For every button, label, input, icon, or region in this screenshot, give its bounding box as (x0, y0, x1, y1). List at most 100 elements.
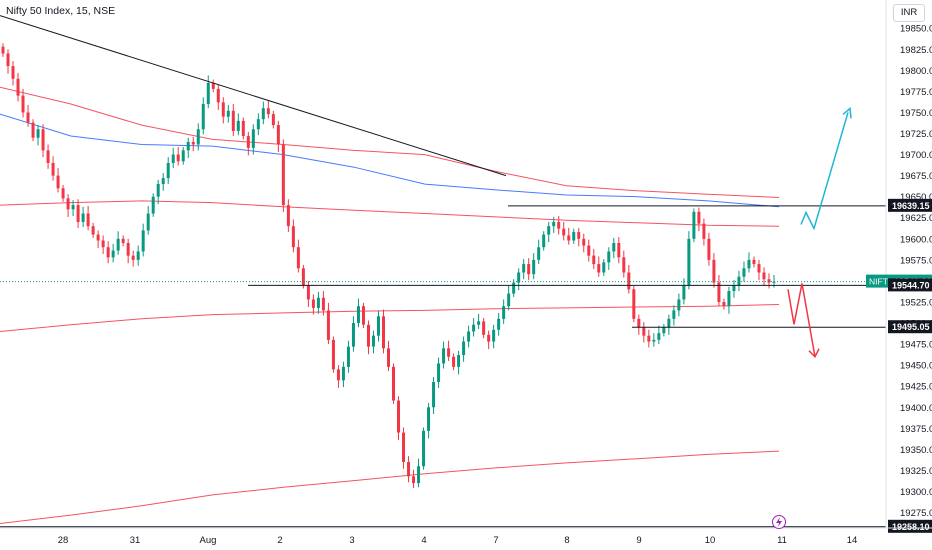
candle-body (161, 178, 165, 185)
candle-body (191, 141, 195, 145)
candle-body (361, 306, 365, 325)
candle-body (206, 82, 210, 105)
candle-body (126, 243, 130, 256)
price-axis: 19850.00 19825.00 19800.00 19775.00 19750.00… (866, 0, 932, 550)
candle-body (592, 255, 596, 265)
symbol-tag-label: NIFTY (869, 277, 894, 287)
candle-body (762, 272, 766, 280)
level-tag-label: 19544.70 (892, 280, 930, 290)
x-tick-label: 7 (493, 535, 498, 546)
y-tick-label: 19825.00 (900, 45, 932, 56)
candle-body (101, 240, 105, 248)
candle-body (106, 247, 110, 258)
candle-body (717, 282, 721, 302)
y-tick-label: 19425.00 (900, 382, 932, 393)
candle-body (537, 247, 541, 260)
x-tick-label: 8 (564, 535, 569, 546)
candle-body (381, 316, 385, 349)
candle-body (376, 316, 380, 336)
candle-body (442, 348, 446, 364)
candle-body (221, 102, 225, 117)
candle-body (306, 285, 310, 300)
candle-body (412, 476, 416, 484)
candle-body (326, 310, 330, 340)
candle-body (497, 318, 501, 330)
currency-button[interactable]: INR (893, 4, 925, 22)
candle-body (402, 432, 406, 463)
candle-body (687, 238, 691, 286)
candle-body (131, 255, 135, 260)
candle-body (582, 238, 586, 246)
level-tag-label: 19258.10 (892, 522, 930, 532)
candle-body (11, 66, 15, 79)
candle-body (677, 299, 681, 311)
candle-body (397, 400, 401, 433)
x-tick-label: 9 (636, 535, 641, 546)
time-axis: 28 31 Aug 2 3 4 7 8 9 10 11 14 (0, 527, 932, 546)
candle-body (26, 112, 30, 123)
candle-body (296, 247, 300, 269)
candle-body (472, 324, 476, 332)
candle-body (627, 272, 631, 290)
candle-body (241, 120, 245, 137)
candle-body (727, 291, 731, 307)
candle-body (652, 339, 656, 342)
candle-body (46, 150, 50, 163)
candle-body (301, 268, 305, 286)
chart-title: Nifty 50 Index, 15, NSE (6, 5, 116, 17)
candle-body (662, 327, 666, 334)
x-tick-label: 2 (277, 535, 282, 546)
projection-down (787, 283, 816, 357)
candle-body (141, 230, 145, 252)
ma-line (0, 450, 780, 524)
candle-body (321, 297, 325, 311)
y-tick-label: 19625.00 (900, 213, 932, 224)
candle-body (261, 108, 265, 120)
y-tick-label: 19775.00 (900, 87, 932, 98)
candle-body (311, 299, 315, 308)
candle-body (96, 234, 100, 241)
candle-body (211, 82, 215, 89)
y-tick-label: 19575.00 (900, 255, 932, 266)
x-tick-label: 4 (421, 535, 426, 546)
x-tick-label: Aug (200, 535, 217, 546)
candle-body (417, 466, 421, 484)
y-tick-label: 19325.00 (900, 466, 932, 477)
candle-body (196, 129, 200, 145)
y-tick-label: 19400.00 (900, 403, 932, 414)
candle-body (572, 232, 576, 241)
candle-body (36, 129, 40, 138)
candle-body (507, 293, 511, 307)
candle-body (111, 250, 115, 258)
candle-body (752, 259, 756, 265)
level-tag-label: 19639.15 (892, 201, 930, 211)
candle-body (522, 264, 526, 273)
lightning-glyph (776, 517, 782, 527)
candles (1, 43, 776, 489)
candle-body (151, 196, 155, 214)
projection-up-arrowhead (842, 106, 852, 119)
candle-body (767, 279, 771, 283)
x-tick-label: 14 (847, 535, 858, 546)
candle-body (231, 110, 235, 131)
candle-body (427, 407, 431, 431)
candle-body (597, 264, 601, 273)
candle-body (647, 335, 651, 342)
event-lightning-icon[interactable] (772, 515, 786, 529)
candle-body (91, 226, 95, 235)
candle-body (201, 104, 205, 130)
candle-body (331, 339, 335, 370)
candle-body (226, 110, 230, 117)
candle-body (527, 264, 531, 275)
candle-body (532, 259, 536, 275)
candle-body (577, 232, 581, 239)
level-tag (888, 198, 932, 212)
x-tick-label: 31 (130, 535, 141, 546)
candle-body (542, 234, 546, 248)
y-tick-label: 19275.00 (900, 508, 932, 519)
candle-body (482, 321, 486, 335)
x-tick-label: 10 (705, 535, 716, 546)
y-tick-label: 19375.00 (900, 424, 932, 435)
level-tag (888, 320, 932, 334)
